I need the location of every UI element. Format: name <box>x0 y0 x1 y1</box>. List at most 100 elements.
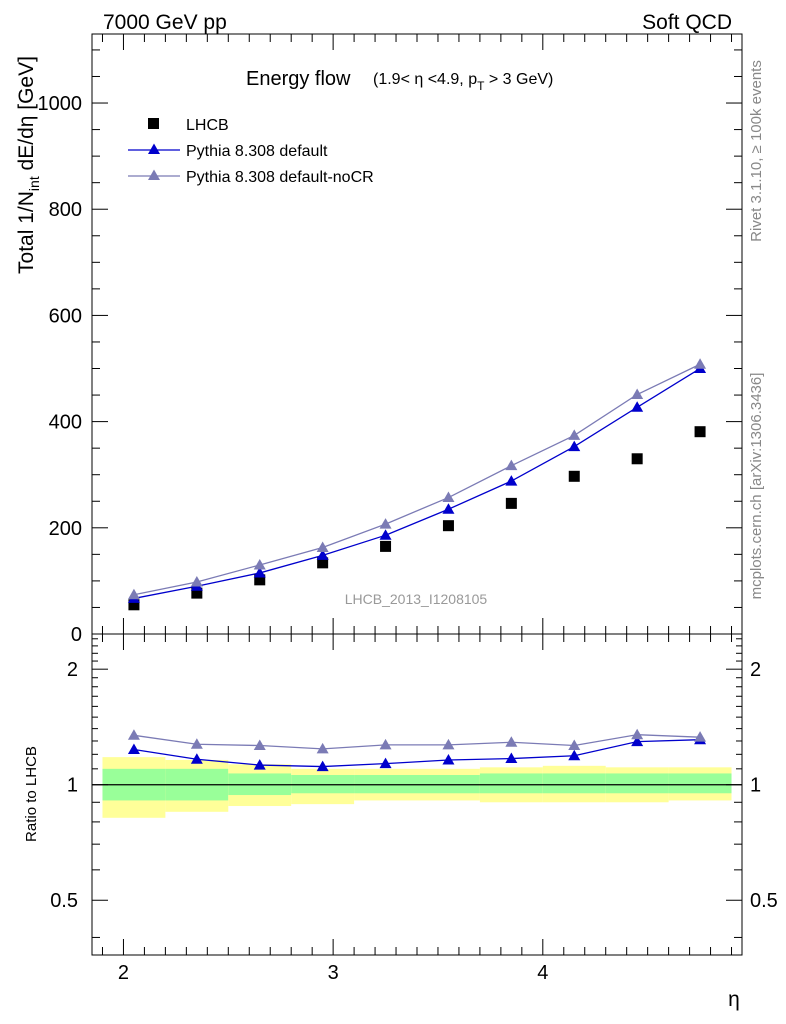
ratio-point-s0-8 <box>631 735 644 747</box>
axes: 0 200 400 600 800 1000 2 3 4 0.5 0.5 1 1 2 2 <box>38 34 778 984</box>
x-axis-label: η <box>728 988 740 1011</box>
main-point-s2-5 <box>442 491 455 503</box>
main-point-s1-6 <box>505 475 518 486</box>
ratio-band-inner <box>479 773 543 794</box>
ratio-band-inner <box>668 773 732 794</box>
main-point-s1-4 <box>379 529 392 540</box>
legend-label-nocr: Pythia 8.308 default-noCR <box>186 169 374 186</box>
title-sub-sub: T <box>477 79 485 93</box>
title-sub-b: <4.9, p <box>423 71 477 88</box>
ratio-point-s1-8 <box>631 728 644 740</box>
mcplots-credit-text: mcplots.cern.ch [arXiv:1306.3436] <box>748 373 765 600</box>
main-point-s2-8 <box>631 388 644 400</box>
main-y-tick-label: 200 <box>49 518 82 540</box>
legend-marker-nocr <box>148 169 160 180</box>
ratio-y-tick-label-left: 2 <box>67 659 78 681</box>
ratio-series-line-1 <box>133 734 701 750</box>
ratio-point-s1-3 <box>316 742 329 754</box>
chart-title-sub: (1.9< η <4.9, pT > 3 GeV) <box>373 71 553 93</box>
ratio-y-tick-label-right: 2 <box>750 659 761 681</box>
main-point-s1-7 <box>568 440 581 452</box>
main-point-s2-6 <box>505 459 518 471</box>
main-y-tick-label: 400 <box>49 412 82 434</box>
legend-marker-lhcb <box>148 118 159 129</box>
legend-label-default: Pythia 8.308 default <box>186 143 328 160</box>
ratio-point-s0-2 <box>253 759 266 770</box>
main-point-s1-2 <box>253 566 266 578</box>
main-y-axis-label: Total 1/Nint dE/dη [GeV] <box>15 56 42 274</box>
main-series-line-2 <box>133 363 701 596</box>
ratio-plot-frame <box>91 633 743 956</box>
legend-label-lhcb: LHCB <box>186 117 229 134</box>
ratio-point-s1-1 <box>190 738 203 749</box>
ratio-point-s1-0 <box>127 729 140 740</box>
ylabel-sub: int <box>26 176 42 191</box>
main-y-tick-label: 800 <box>49 199 82 221</box>
x-tick-label: 3 <box>328 962 339 984</box>
main-point-s2-3 <box>316 541 329 552</box>
ratio-point-s0-6 <box>505 752 518 764</box>
ratio-point-s1-4 <box>379 738 392 750</box>
main-point-s1-5 <box>442 503 455 514</box>
ratio-point-s1-7 <box>568 739 581 751</box>
ratio-point-s1-6 <box>505 736 518 747</box>
ratio-point-s0-4 <box>379 757 392 769</box>
main-y-tick-label: 1000 <box>38 93 83 115</box>
main-point-s2-2 <box>253 558 266 570</box>
main-point-lhcb-6 <box>505 497 517 509</box>
main-point-s2-9 <box>694 358 707 369</box>
main-point-lhcb-4 <box>380 540 392 552</box>
ratio-y-tick-label-right: 1 <box>750 775 761 797</box>
main-point-lhcb-9 <box>694 426 706 438</box>
title-sub-a: (1.9< <box>373 71 414 88</box>
title-sub-c: > 3 GeV) <box>484 71 553 88</box>
main-point-s1-8 <box>631 401 644 412</box>
main-y-tick-label: 0 <box>71 624 82 646</box>
ratio-point-s1-2 <box>253 739 266 751</box>
legend-marker-default <box>148 143 160 154</box>
chart-title-main: Energy flow <box>246 68 351 90</box>
main-point-lhcb-1 <box>191 587 203 599</box>
main-point-s2-1 <box>190 575 203 587</box>
ratio-y-axis-label: Ratio to LHCB <box>23 746 40 842</box>
main-series-lines <box>133 363 701 600</box>
analysis-watermark: LHCB_2013_I1208105 <box>345 591 488 607</box>
title-sub-eta: η <box>414 71 423 88</box>
main-y-tick-label: 600 <box>49 305 82 327</box>
ratio-y-tick-label-right: 0.5 <box>750 890 778 912</box>
main-point-s2-7 <box>568 429 581 440</box>
legend: LHCB Pythia 8.308 default Pythia 8.308 d… <box>128 117 374 186</box>
ratio-markers <box>127 728 707 772</box>
header-left: 7000 GeV pp <box>103 11 227 34</box>
main-point-lhcb-8 <box>631 453 643 465</box>
main-series-line-1 <box>133 367 701 600</box>
ratio-band-inner <box>605 773 669 794</box>
main-markers <box>127 358 707 611</box>
main-point-lhcb-7 <box>568 470 580 482</box>
rivet-version-text: Rivet 3.1.10, ≥ 100k events <box>748 60 765 242</box>
main-point-lhcb-0 <box>128 599 140 611</box>
ratio-point-s1-9 <box>694 731 707 742</box>
ratio-uncertainty-bands <box>92 757 742 818</box>
main-point-lhcb-3 <box>317 557 329 569</box>
ratio-point-s0-0 <box>127 743 140 755</box>
ratio-y-tick-label-left: 1 <box>67 775 78 797</box>
x-tick-label: 2 <box>118 962 129 984</box>
ratio-point-s0-1 <box>190 753 203 764</box>
main-point-s1-3 <box>316 549 329 560</box>
x-tick-label: 4 <box>537 962 548 984</box>
ratio-point-s0-3 <box>316 760 329 772</box>
main-point-lhcb-2 <box>254 574 266 586</box>
ratio-series-lines <box>133 734 701 768</box>
main-point-s2-4 <box>379 518 392 529</box>
ratio-y-tick-label-left: 0.5 <box>50 890 78 912</box>
ratio-point-s0-5 <box>442 753 455 765</box>
ratio-series-line-0 <box>133 739 701 768</box>
main-point-lhcb-5 <box>442 520 454 532</box>
ratio-point-s0-7 <box>568 749 581 761</box>
ylabel-b: dE/dη [GeV] <box>15 56 38 176</box>
main-point-s2-0 <box>127 588 140 600</box>
header-right: Soft QCD <box>642 11 732 34</box>
ratio-band-inner <box>542 773 606 794</box>
ratio-point-s1-5 <box>442 738 455 750</box>
